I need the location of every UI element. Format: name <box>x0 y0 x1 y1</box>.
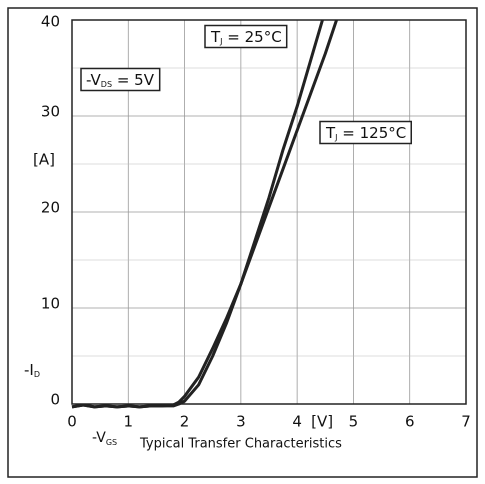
annotation-text: TJ = 125°C <box>325 124 406 142</box>
x-tick-label: 0 <box>67 413 77 431</box>
annotation-box <box>204 24 288 49</box>
annotation-text-sub: J <box>334 133 337 142</box>
x-tick-label: 6 <box>405 413 415 431</box>
y-tick-label: 10 <box>41 295 60 313</box>
y-unit: [A] <box>33 151 55 169</box>
y-tick-label: 0 <box>50 391 60 409</box>
annotation-text-main: T <box>210 28 221 46</box>
x-tick-label: 2 <box>180 413 190 431</box>
annotation-text-sub: J <box>219 37 222 46</box>
y-label-sub: D <box>34 370 40 379</box>
annotation-text-main: -V <box>86 71 102 89</box>
annotation-box <box>319 120 412 145</box>
y-tick-label: 30 <box>41 103 60 121</box>
y-label: -ID <box>24 361 40 379</box>
annotation-text: -VDS = 5V <box>86 71 155 89</box>
x-label-sub: GS <box>106 438 117 447</box>
chart-title: Typical Transfer Characteristics <box>139 437 342 452</box>
annotation: TJ = 25°C <box>204 24 288 49</box>
annotation-text-main: T <box>325 124 336 142</box>
annotation-text-rest: = 125°C <box>338 124 407 142</box>
y-tick-label: 20 <box>41 199 60 217</box>
x-tick-label: 1 <box>124 413 134 431</box>
x-label: -VGS <box>92 430 117 447</box>
x-label-main: -V <box>92 430 106 446</box>
annotation-text-rest: = 5V <box>112 71 155 89</box>
x-unit: [V] <box>311 413 333 431</box>
x-tick-label: 5 <box>349 413 359 431</box>
annotation: -VDS = 5V <box>80 67 161 92</box>
x-tick-label: 7 <box>461 413 471 431</box>
outer-frame <box>7 7 478 478</box>
annotation-text: TJ = 25°C <box>210 28 282 46</box>
annotation-box <box>80 67 161 92</box>
curve <box>71 19 338 409</box>
annotation-text-sub: DS <box>101 80 112 89</box>
y-label-main: -I <box>24 361 34 379</box>
annotation-text-rest: = 25°C <box>223 28 282 46</box>
plot-frame <box>71 19 467 405</box>
y-tick-label: 40 <box>41 13 60 31</box>
x-tick-label: 4 <box>292 413 302 431</box>
annotation: TJ = 125°C <box>319 120 412 145</box>
x-tick-label: 3 <box>236 413 246 431</box>
